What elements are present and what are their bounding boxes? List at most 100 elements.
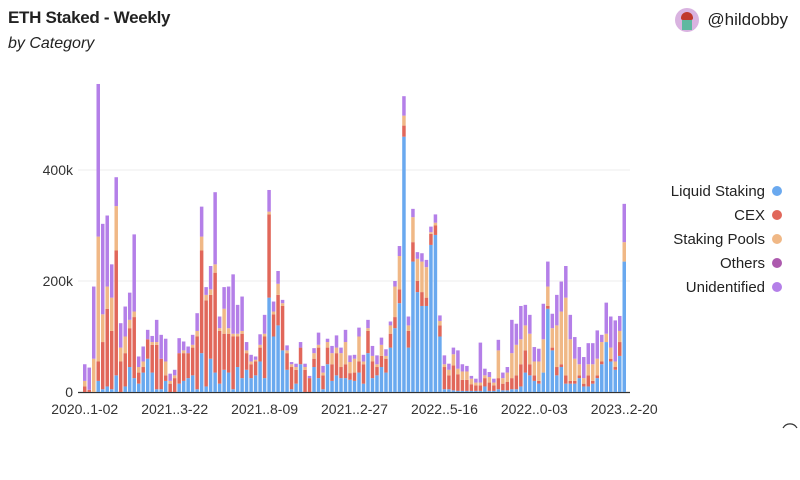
bar-segment-liquid-staking[interactable] [582, 386, 586, 392]
bar-segment-unidentified[interactable] [577, 347, 582, 365]
bar-stack[interactable] [456, 350, 460, 392]
bar-segment-liquid-staking[interactable] [145, 358, 150, 392]
bar-segment-liquid-staking[interactable] [357, 372, 361, 392]
bar-segment-staking-pools[interactable] [483, 375, 487, 379]
bar-segment-cex[interactable] [361, 364, 366, 384]
bar-segment-cex[interactable] [244, 353, 249, 370]
bar-segment-staking-pools[interactable] [411, 217, 415, 243]
bar-stack[interactable] [537, 348, 541, 392]
bar-segment-liquid-staking[interactable] [429, 244, 433, 392]
bar-segment-staking-pools[interactable] [141, 361, 145, 368]
bar-segment-liquid-staking[interactable] [393, 328, 397, 392]
bar-segment-liquid-staking[interactable] [433, 234, 438, 392]
bar-segment-unidentified[interactable] [415, 252, 420, 259]
bar-segment-liquid-staking[interactable] [577, 378, 582, 392]
author-badge[interactable]: @hildobby [675, 8, 788, 32]
bar-segment-staking-pools[interactable] [541, 339, 546, 373]
bar-segment-cex[interactable] [438, 325, 442, 337]
bar-segment-unidentified[interactable] [447, 363, 451, 370]
bar-segment-liquid-staking[interactable] [195, 389, 199, 392]
bar-segment-cex[interactable] [415, 281, 420, 293]
bar-segment-cex[interactable] [204, 300, 208, 387]
bar-stack[interactable] [433, 214, 438, 392]
bar-segment-liquid-staking[interactable] [406, 347, 411, 392]
bar-segment-liquid-staking[interactable] [177, 383, 181, 392]
bar-stack[interactable] [388, 321, 393, 392]
bar-segment-liquid-staking[interactable] [312, 367, 316, 392]
bar-segment-cex[interactable] [222, 333, 226, 370]
bar-segment-staking-pools[interactable] [577, 364, 582, 376]
bar-segment-unidentified[interactable] [91, 286, 96, 359]
bar-stack[interactable] [348, 355, 352, 392]
bar-segment-cex[interactable] [118, 361, 123, 392]
bar-segment-liquid-staking[interactable] [132, 378, 136, 392]
bar-segment-staking-pools[interactable] [514, 344, 519, 376]
bar-stack[interactable] [316, 332, 321, 392]
bar-segment-unidentified[interactable] [582, 357, 586, 379]
bar-segment-unidentified[interactable] [181, 341, 186, 351]
bar-segment-liquid-staking[interactable] [253, 375, 258, 392]
bar-segment-unidentified[interactable] [478, 342, 483, 383]
bar-segment-unidentified[interactable] [546, 261, 550, 287]
bar-segment-staking-pools[interactable] [496, 350, 501, 379]
bar-segment-liquid-staking[interactable] [564, 383, 568, 392]
bar-segment-cex[interactable] [384, 358, 388, 373]
bar-segment-unidentified[interactable] [96, 83, 100, 237]
bar-segment-liquid-staking[interactable] [105, 386, 109, 392]
bar-segment-liquid-staking[interactable] [370, 378, 375, 392]
bar-segment-staking-pools[interactable] [109, 297, 114, 331]
legend-item[interactable]: CEX [734, 207, 782, 224]
bar-stack[interactable] [429, 226, 433, 392]
bar-segment-unidentified[interactable] [145, 329, 150, 340]
bar-segment-cex[interactable] [271, 314, 276, 337]
bar-segment-staking-pools[interactable] [361, 361, 366, 365]
bar-segment-staking-pools[interactable] [546, 286, 550, 306]
bar-segment-liquid-staking[interactable] [478, 390, 483, 392]
bar-segment-cex[interactable] [492, 385, 496, 391]
bar-segment-unidentified[interactable] [379, 337, 384, 345]
bar-stack[interactable] [550, 313, 555, 392]
bar-segment-unidentified[interactable] [424, 259, 429, 268]
bar-segment-liquid-staking[interactable] [388, 347, 393, 392]
bar-segment-staking-pools[interactable] [312, 353, 316, 359]
bar-segment-staking-pools[interactable] [267, 211, 271, 215]
bar-segment-staking-pools[interactable] [357, 336, 361, 362]
bar-segment-cex[interactable] [559, 364, 564, 368]
bar-segment-cex[interactable] [577, 375, 582, 379]
bar-stack[interactable] [357, 327, 361, 392]
bar-segment-unidentified[interactable] [199, 206, 204, 237]
bar-stack[interactable] [501, 372, 505, 392]
bar-segment-staking-pools[interactable] [294, 367, 298, 370]
bar-segment-cex[interactable] [501, 383, 505, 391]
bar-segment-unidentified[interactable] [172, 369, 177, 376]
bar-segment-staking-pools[interactable] [537, 361, 541, 381]
bar-segment-staking-pools[interactable] [325, 342, 330, 348]
bar-stack[interactable] [582, 357, 586, 392]
bar-segment-unidentified[interactable] [352, 354, 357, 359]
bar-segment-staking-pools[interactable] [204, 294, 208, 301]
bar-segment-liquid-staking[interactable] [604, 342, 609, 392]
bar-segment-staking-pools[interactable] [609, 347, 613, 359]
bar-segment-unidentified[interactable] [339, 347, 343, 354]
bar-segment-cex[interactable] [370, 361, 375, 379]
bar-segment-cex[interactable] [388, 333, 393, 348]
bar-segment-staking-pools[interactable] [132, 311, 136, 318]
bar-segment-cex[interactable] [375, 367, 379, 376]
bar-segment-staking-pools[interactable] [222, 308, 226, 334]
bar-segment-cex[interactable] [528, 364, 532, 376]
bar-segment-unidentified[interactable] [618, 315, 622, 331]
bar-segment-staking-pools[interactable] [555, 325, 559, 368]
bar-segment-unidentified[interactable] [501, 372, 505, 379]
bar-segment-staking-pools[interactable] [532, 361, 537, 376]
bar-segment-staking-pools[interactable] [195, 330, 199, 337]
bar-segment-cex[interactable] [433, 225, 438, 235]
bar-segment-cex[interactable] [321, 375, 325, 390]
bar-segment-liquid-staking[interactable] [460, 390, 465, 392]
bar-segment-liquid-staking[interactable] [546, 308, 550, 392]
bar-segment-unidentified[interactable] [564, 266, 568, 298]
bar-segment-staking-pools[interactable] [519, 339, 523, 365]
bar-segment-staking-pools[interactable] [375, 364, 379, 368]
bar-segment-unidentified[interactable] [384, 349, 388, 356]
bar-segment-staking-pools[interactable] [559, 311, 564, 365]
bar-stack[interactable] [280, 299, 285, 392]
